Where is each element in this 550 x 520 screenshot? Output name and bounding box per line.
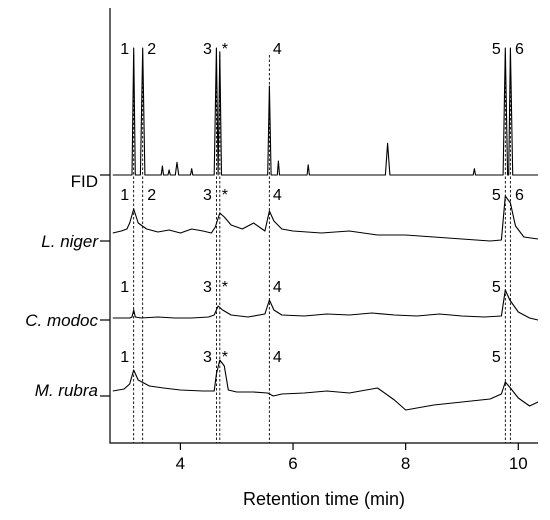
peak-label-2-1: 1 bbox=[120, 279, 129, 296]
x-tick-label-10: 10 bbox=[509, 454, 528, 473]
peak-label-0-5: 5 bbox=[492, 41, 501, 58]
peak-label-0-3: 3 bbox=[203, 41, 212, 58]
peak-label-0-2: 2 bbox=[147, 41, 156, 58]
x-tick-label-6: 6 bbox=[288, 454, 297, 473]
trace-label-2: C. modoc bbox=[25, 311, 98, 330]
trace-label-3: M. rubra bbox=[35, 381, 98, 400]
peak-label-2-5: 5 bbox=[492, 279, 501, 296]
peak-label-1-star: * bbox=[222, 187, 228, 204]
peak-label-1-3: 3 bbox=[203, 187, 212, 204]
trace-label-1: L. niger bbox=[41, 232, 99, 251]
peak-label-1-6: 6 bbox=[515, 187, 524, 204]
peak-label-3-1: 1 bbox=[120, 349, 129, 366]
peak-label-2-3: 3 bbox=[203, 279, 212, 296]
peak-label-3-3: 3 bbox=[203, 349, 212, 366]
peak-label-1-5: 5 bbox=[492, 187, 501, 204]
peak-label-0-4: 4 bbox=[273, 41, 282, 58]
trace-label-0: FID bbox=[71, 172, 98, 191]
x-tick-label-8: 8 bbox=[401, 454, 410, 473]
peak-label-1-1: 1 bbox=[120, 187, 129, 204]
peak-label-2-star: * bbox=[222, 279, 228, 296]
peak-label-0-1: 1 bbox=[120, 41, 129, 58]
peak-label-1-4: 4 bbox=[273, 187, 282, 204]
peak-label-2-4: 4 bbox=[273, 279, 282, 296]
peak-label-3-4: 4 bbox=[273, 349, 282, 366]
traces bbox=[112, 47, 539, 411]
peak-label-3-star: * bbox=[222, 349, 228, 366]
x-tick-label-4: 4 bbox=[176, 454, 185, 473]
trace-1 bbox=[112, 195, 539, 242]
x-axis-title: Retention time (min) bbox=[243, 489, 405, 509]
trace-2 bbox=[112, 289, 539, 321]
peak-label-1-2: 2 bbox=[147, 187, 156, 204]
axes: Retention time (min) 4 6 8 10 bbox=[100, 8, 538, 509]
peak-label-0-star: * bbox=[222, 41, 228, 58]
trace-3 bbox=[112, 359, 539, 411]
peak-label-3-5: 5 bbox=[492, 349, 501, 366]
peak-label-0-6: 6 bbox=[515, 41, 524, 58]
axis-frame bbox=[109, 8, 538, 444]
trace-0 bbox=[112, 47, 538, 176]
reference-lines bbox=[133, 55, 511, 443]
